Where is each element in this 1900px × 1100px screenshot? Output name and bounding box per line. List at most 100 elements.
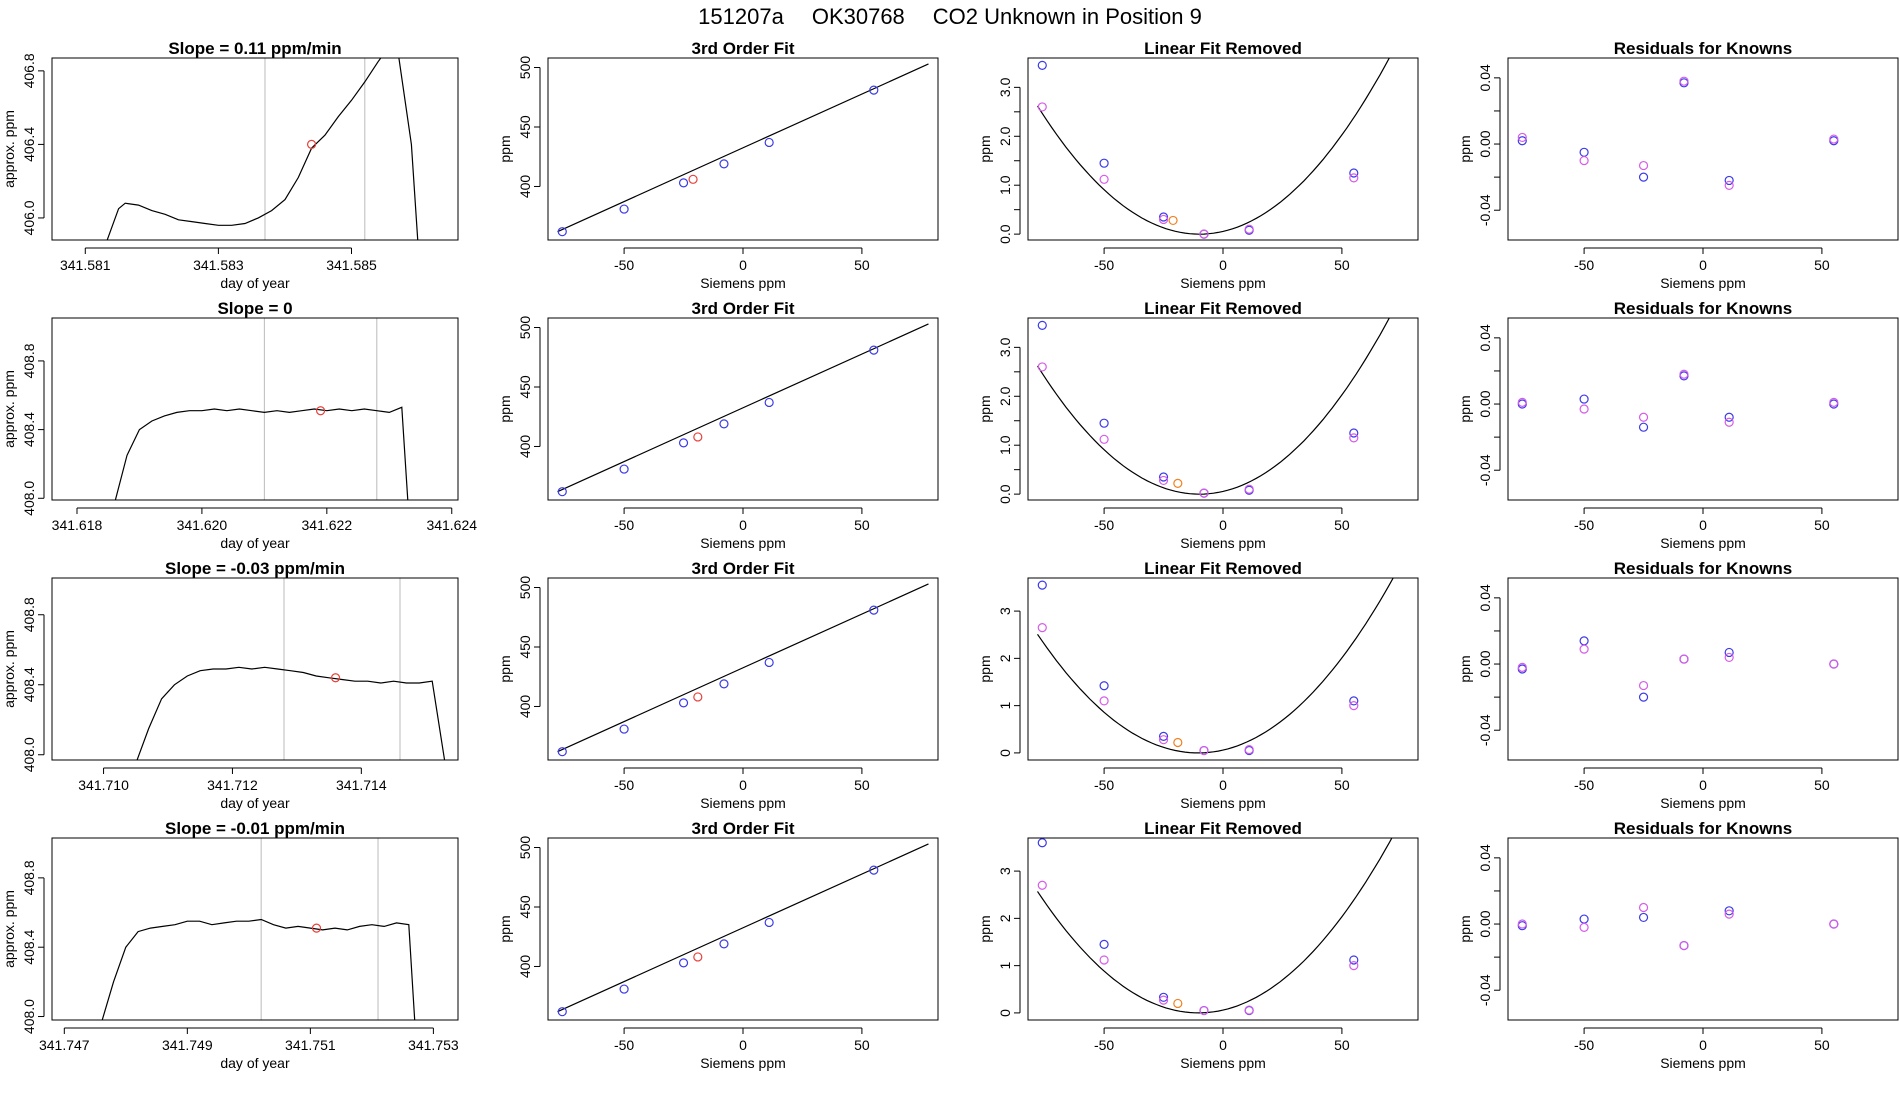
data-point-magenta xyxy=(1579,155,1589,166)
y-tick-label: 2.0 xyxy=(997,126,1013,146)
y-tick-label: -0.04 xyxy=(1477,194,1493,226)
data-point-blue xyxy=(619,984,629,994)
panel-r2-linear-removed: Linear Fit Removed -50 0 50 0 1 2 3 Siemens ppm p… xyxy=(977,559,1419,811)
panel-r3-linear-removed: Linear Fit Removed -50 0 50 0 1 2 3 Siemens ppm p… xyxy=(977,819,1419,1071)
data-point-blue xyxy=(619,724,629,734)
y-tick-label: 500 xyxy=(517,316,533,340)
data-point-blue xyxy=(557,227,567,237)
data-point-magenta xyxy=(1244,224,1254,234)
y-axis-label: ppm xyxy=(1457,135,1473,162)
x-axis-label: Siemens ppm xyxy=(1660,275,1746,291)
y-tick-label: 1.0 xyxy=(997,435,1013,455)
chart-title: Linear Fit Removed xyxy=(1144,559,1302,578)
plot-area xyxy=(1517,902,1839,951)
data-point-magenta xyxy=(1517,662,1527,672)
y-tick-label: 450 xyxy=(517,635,533,659)
data-point-blue xyxy=(1724,175,1734,186)
y-axis-label: ppm xyxy=(1457,655,1473,682)
y-tick-label: 0.00 xyxy=(1477,390,1493,417)
data-point-magenta xyxy=(1724,909,1734,919)
data-point-blue xyxy=(1579,394,1589,404)
chart-title: Slope = -0.03 ppm/min xyxy=(165,559,345,578)
plot-frame xyxy=(51,837,459,1021)
fit-curve xyxy=(1036,318,1390,495)
plot-frame xyxy=(547,577,939,761)
mean-marker xyxy=(306,139,317,150)
data-point-blue xyxy=(869,85,879,95)
plot-frame xyxy=(51,317,459,501)
chart-title: 3rd Order Fit xyxy=(692,559,795,578)
tank-id: OK30768 xyxy=(811,4,905,29)
x-axis-label: Siemens ppm xyxy=(700,535,786,551)
x-tick-label: 50 xyxy=(1334,777,1350,793)
page-title: 151207a OK30768 CO2 Unknown in Position … xyxy=(0,2,1900,32)
unknown-description: CO2 Unknown in Position 9 xyxy=(932,4,1202,29)
data-point-blue xyxy=(1349,168,1359,178)
data-point-red xyxy=(688,174,698,184)
x-tick-label: 341.618 xyxy=(52,517,103,533)
x-tick-label: 50 xyxy=(1334,257,1350,273)
y-tick-label: 0.04 xyxy=(1477,324,1493,351)
y-tick-label: 408.4 xyxy=(21,412,37,447)
x-tick-label: 50 xyxy=(1814,257,1830,273)
y-tick-label: 3.0 xyxy=(997,77,1013,97)
y-tick-label: 400 xyxy=(517,695,533,719)
panel-r1-trace: Slope = 0 341.618 341.620 341.622 341.624 408… xyxy=(1,299,477,551)
data-point-magenta xyxy=(1638,160,1649,171)
data-point-magenta xyxy=(1579,404,1589,414)
x-tick-label: 341.585 xyxy=(326,257,377,273)
plot-frame xyxy=(1507,57,1899,241)
data-point-magenta xyxy=(1037,102,1047,112)
fit-line xyxy=(557,583,929,753)
y-axis-label: ppm xyxy=(977,135,993,162)
y-tick-label: 1 xyxy=(997,962,1013,970)
data-point-orange xyxy=(1168,215,1178,226)
data-point-magenta xyxy=(1158,214,1169,225)
y-tick-label: 400 xyxy=(517,175,533,199)
y-axis-label: approx. ppm xyxy=(1,370,17,448)
x-tick-label: 50 xyxy=(854,257,870,273)
panel-r0-trace: Slope = 0.11 ppm/min 341.581 341.583 341.58… xyxy=(1,39,459,291)
run-id: 151207a xyxy=(698,4,784,29)
chart-title: Residuals for Knowns xyxy=(1614,819,1793,838)
x-tick-label: -50 xyxy=(614,257,634,273)
data-point-blue xyxy=(719,159,729,169)
chart-title: Residuals for Knowns xyxy=(1614,559,1793,578)
panel-r3-fit: 3rd Order Fit -50 0 50 400 450 500 Siemens ppm p… xyxy=(497,819,939,1071)
plot-frame xyxy=(1027,57,1419,241)
x-tick-label: 341.583 xyxy=(193,257,244,273)
y-tick-label: 0.00 xyxy=(1477,650,1493,677)
chart-title: 3rd Order Fit xyxy=(692,819,795,838)
data-point-blue xyxy=(1158,992,1169,1002)
x-tick-label: 0 xyxy=(739,517,747,533)
x-tick-label: -50 xyxy=(614,517,634,533)
data-point-magenta xyxy=(1199,229,1209,239)
data-point-magenta xyxy=(1037,623,1047,633)
plot-area xyxy=(557,583,929,757)
x-tick-label: 0 xyxy=(1219,257,1227,273)
y-tick-label: 0.04 xyxy=(1477,844,1493,871)
data-point-magenta xyxy=(1199,488,1209,498)
x-tick-label: -50 xyxy=(1094,1037,1114,1053)
y-axis-label: approx. ppm xyxy=(1,890,17,968)
y-tick-label: 0 xyxy=(997,749,1013,757)
y-tick-label: 0.0 xyxy=(997,224,1013,244)
plot-frame xyxy=(51,57,459,241)
y-tick-label: 408.8 xyxy=(21,597,37,632)
x-axis-label: Siemens ppm xyxy=(1660,535,1746,551)
data-point-blue xyxy=(1099,681,1109,691)
x-tick-label: 50 xyxy=(1814,517,1830,533)
data-point-blue xyxy=(1579,147,1589,157)
chart-title: Linear Fit Removed xyxy=(1144,39,1302,58)
x-tick-label: 0 xyxy=(739,257,747,273)
x-tick-label: 341.581 xyxy=(60,257,111,273)
data-point-magenta xyxy=(1829,659,1839,669)
y-axis-label: approx. ppm xyxy=(1,630,17,708)
data-point-magenta xyxy=(1037,880,1047,890)
data-point-blue xyxy=(764,397,774,408)
data-point-blue xyxy=(764,657,774,668)
x-tick-label: -50 xyxy=(1574,777,1594,793)
fit-line xyxy=(557,63,929,233)
x-axis-label: Siemens ppm xyxy=(1660,1055,1746,1071)
data-point-magenta xyxy=(1724,180,1734,190)
